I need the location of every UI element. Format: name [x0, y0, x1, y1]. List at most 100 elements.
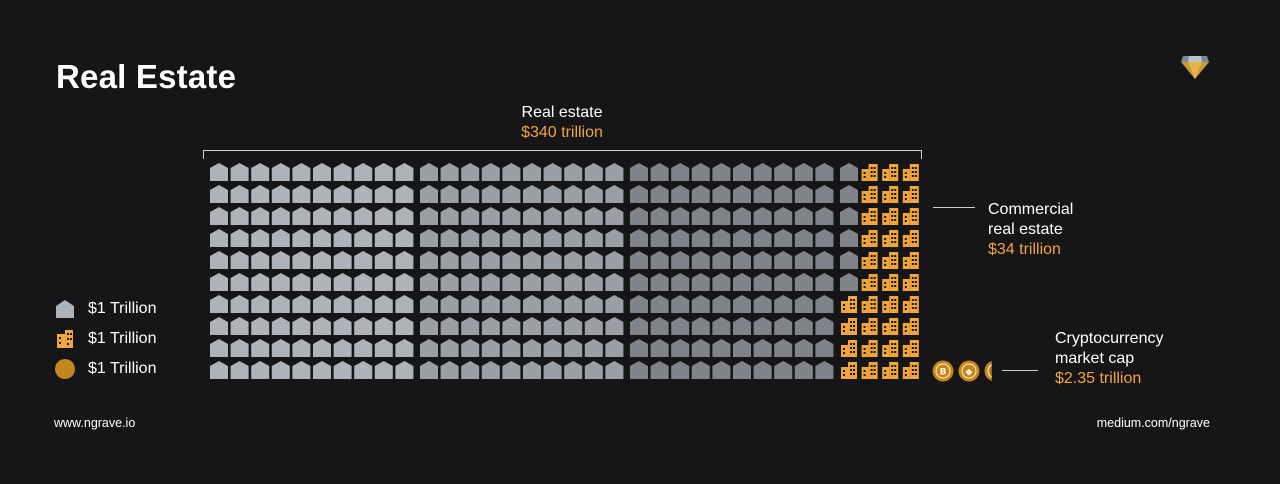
house-icon — [605, 361, 624, 379]
house-icon — [584, 295, 603, 313]
building-icon — [841, 296, 857, 313]
house-icon — [210, 163, 228, 181]
house-icon — [794, 251, 813, 269]
building-icon — [882, 164, 899, 181]
house-icon — [630, 361, 648, 379]
house-icon — [395, 361, 414, 379]
house-icon — [313, 251, 331, 269]
house-icon — [543, 251, 562, 269]
house-icon — [712, 295, 731, 313]
house-icon — [691, 251, 710, 269]
building-icon — [882, 230, 899, 247]
house-icon — [794, 317, 813, 335]
house-icon — [333, 251, 352, 269]
commercial-line2: real estate — [988, 221, 1063, 238]
house-icon — [584, 317, 603, 335]
building-icon — [902, 340, 919, 357]
house-icon — [461, 207, 480, 225]
house-icon — [502, 163, 521, 181]
house-icon — [630, 317, 648, 335]
house-icon — [230, 361, 249, 379]
building-icon — [902, 296, 919, 313]
house-icon — [712, 185, 731, 203]
house-icon — [251, 339, 270, 357]
house-icon — [630, 207, 648, 225]
building-icon — [841, 362, 857, 379]
house-icon — [354, 317, 373, 335]
house-icon — [605, 229, 624, 247]
legend-item-coin: $1 Trillion — [54, 358, 156, 380]
house-icon — [481, 295, 500, 313]
crypto-line2: market cap — [1055, 350, 1135, 367]
house-icon — [584, 229, 603, 247]
building-icon — [861, 340, 878, 357]
house-icon — [210, 295, 228, 313]
house-icon — [502, 251, 521, 269]
house-icon — [794, 163, 813, 181]
building-icon — [882, 296, 899, 313]
crypto-value: $2.35 trillion — [1055, 370, 1142, 387]
house-icon — [564, 229, 583, 247]
house-icon — [292, 251, 311, 269]
building-icon — [882, 318, 899, 335]
house-icon — [630, 251, 648, 269]
house-icon — [671, 185, 690, 203]
house-icon — [313, 273, 331, 291]
house-icon — [605, 207, 624, 225]
house-icon — [815, 273, 834, 291]
house-icon — [712, 163, 731, 181]
house-icon — [292, 207, 311, 225]
house-icon — [461, 317, 480, 335]
house-icon — [271, 317, 290, 335]
house-icon — [420, 229, 438, 247]
house-icon — [502, 295, 521, 313]
house-icon — [354, 295, 373, 313]
other-coin-icon: ∴ — [984, 361, 992, 381]
house-icon — [815, 207, 834, 225]
building-icon — [861, 208, 878, 225]
house-icon — [440, 251, 459, 269]
house-icon — [840, 273, 858, 291]
house-icon — [774, 339, 793, 357]
house-icon — [502, 361, 521, 379]
commercial-leader-line — [933, 207, 975, 208]
house-icon — [523, 317, 541, 335]
house-icon — [691, 317, 710, 335]
house-icon — [395, 185, 414, 203]
house-icon — [210, 251, 228, 269]
building-icon — [861, 274, 878, 291]
house-icon — [733, 295, 751, 313]
commercial-value: $34 trillion — [988, 241, 1061, 258]
house-icon — [584, 273, 603, 291]
house-icon — [395, 251, 414, 269]
house-icon — [230, 317, 249, 335]
house-icon — [630, 163, 648, 181]
house-icon — [584, 251, 603, 269]
svg-text:B: B — [940, 368, 947, 378]
house-icon — [650, 251, 669, 269]
house-icon — [395, 339, 414, 357]
house-icon — [774, 251, 793, 269]
house-icon — [564, 251, 583, 269]
house-icon — [230, 339, 249, 357]
house-icon — [774, 295, 793, 313]
house-icon — [251, 251, 270, 269]
house-icon — [523, 207, 541, 225]
house-icon — [794, 273, 813, 291]
house-icon — [313, 361, 331, 379]
house-icon — [333, 339, 352, 357]
house-icon — [753, 251, 772, 269]
house-icon — [251, 185, 270, 203]
house-icon — [605, 295, 624, 313]
house-icon — [502, 207, 521, 225]
house-icon — [650, 273, 669, 291]
house-icon — [481, 339, 500, 357]
house-icon — [691, 229, 710, 247]
building-icon — [902, 318, 919, 335]
house-icon — [605, 251, 624, 269]
house-icon — [753, 295, 772, 313]
house-icon — [354, 273, 373, 291]
house-icon — [733, 361, 751, 379]
house-icon — [374, 229, 393, 247]
house-icon — [271, 361, 290, 379]
